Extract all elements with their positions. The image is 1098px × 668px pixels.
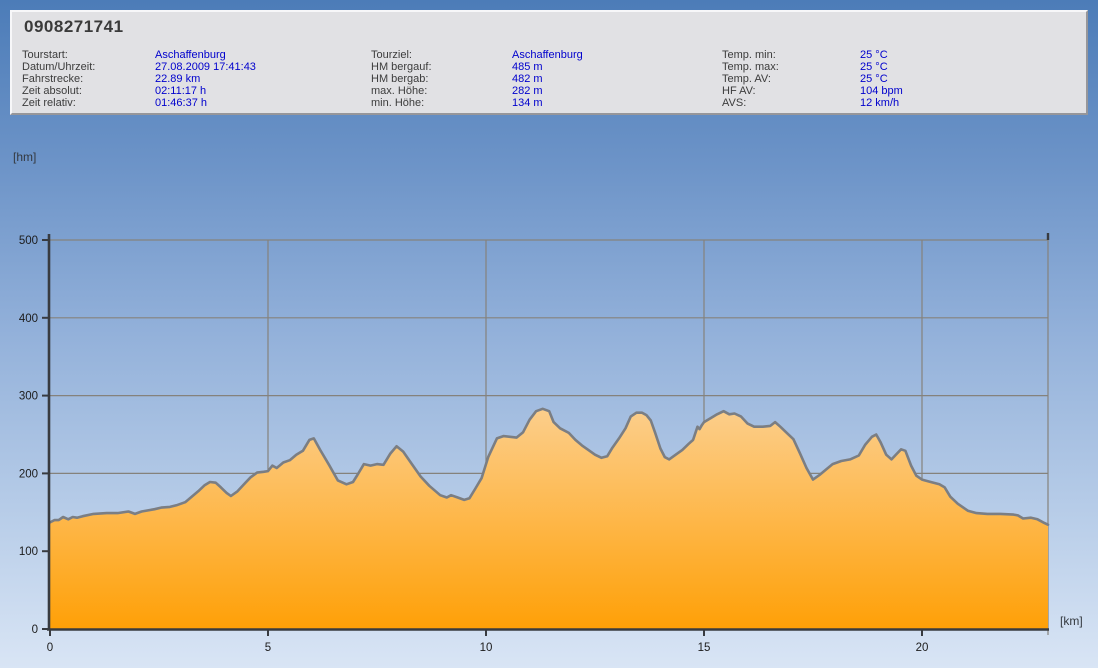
x-tick-label-10: 10 xyxy=(480,642,493,654)
stat-row: max. Höhe: 282 m xyxy=(371,85,583,97)
stat-label: Tourziel: xyxy=(371,49,412,61)
stat-row: Temp. min: 25 °C xyxy=(722,49,903,61)
stat-label: min. Höhe: xyxy=(371,97,425,109)
stat-label: Fahrstrecke: xyxy=(22,73,84,85)
stat-value: 134 m xyxy=(512,97,543,109)
stat-value: Aschaffenburg xyxy=(155,49,226,61)
stat-value: 27.08.2009 17:41:43 xyxy=(155,61,256,73)
stat-label: Temp. min: xyxy=(722,49,776,61)
y-tick-label-500: 500 xyxy=(19,235,38,247)
stat-value: 22.89 km xyxy=(155,73,201,85)
stat-label: Temp. AV: xyxy=(722,73,771,85)
x-tick-label-0: 0 xyxy=(47,642,53,654)
stat-row: Zeit relativ: 01:46:37 h xyxy=(22,97,256,109)
stat-row: Zeit absolut: 02:11:17 h xyxy=(22,85,256,97)
stat-row: Fahrstrecke: 22.89 km xyxy=(22,73,256,85)
stats-column-elevation: Tourziel: Aschaffenburg HM bergauf: 485 m HM… xyxy=(371,49,583,109)
stat-value: 104 bpm xyxy=(860,85,903,97)
x-tick-label-5: 5 xyxy=(265,642,271,654)
area-layer xyxy=(48,407,1050,629)
x-tick-label-15: 15 xyxy=(698,642,711,654)
stat-row: HM bergab: 482 m xyxy=(371,73,583,85)
tick-label-layer: 0 100 200 300 400 500 0 5 10 15 20 xyxy=(19,235,929,654)
stat-value: 25 °C xyxy=(860,73,888,85)
tour-id-title: 0908271741 xyxy=(24,17,124,36)
stat-row: min. Höhe: 134 m xyxy=(371,97,583,109)
stat-label: Zeit absolut: xyxy=(22,85,82,97)
stat-value: Aschaffenburg xyxy=(512,49,583,61)
elevation-area xyxy=(50,408,1048,629)
stat-value: 02:11:17 h xyxy=(155,85,207,97)
stat-row: Tourziel: Aschaffenburg xyxy=(371,49,583,61)
stat-label: Tourstart: xyxy=(22,49,68,61)
stat-label: Zeit relativ: xyxy=(22,97,76,109)
stat-label: HF AV: xyxy=(722,85,756,97)
y-tick-label-200: 200 xyxy=(19,468,38,480)
stat-value: 482 m xyxy=(512,73,543,85)
x-tick-label-20: 20 xyxy=(916,642,929,654)
stat-value: 25 °C xyxy=(860,49,888,61)
stat-row: Tourstart: Aschaffenburg xyxy=(22,49,256,61)
stat-label: HM bergauf: xyxy=(371,61,432,73)
y-tick-label-100: 100 xyxy=(19,546,38,558)
stat-label: HM bergab: xyxy=(371,73,429,85)
y-tick-label-400: 400 xyxy=(19,313,38,325)
stat-label: AVS: xyxy=(722,97,747,109)
stat-row: Temp. max: 25 °C xyxy=(722,61,903,73)
stat-label: max. Höhe: xyxy=(371,85,428,97)
x-axis-unit-label: [km] xyxy=(1060,614,1083,628)
elevation-line xyxy=(48,407,1050,526)
stat-row: AVS: 12 km/h xyxy=(722,97,903,109)
stat-value: 282 m xyxy=(512,85,543,97)
tour-summary-panel: 0908271741 Tourstart: Aschaffenburg Datum/… xyxy=(10,10,1088,115)
stats-column-start: Tourstart: Aschaffenburg Datum/Uhrzeit: 27.… xyxy=(22,49,256,109)
stat-value: 12 km/h xyxy=(860,97,900,109)
y-tick-label-0: 0 xyxy=(32,624,38,636)
stat-row: HF AV: 104 bpm xyxy=(722,85,903,97)
stat-row: Datum/Uhrzeit: 27.08.2009 17:41:43 xyxy=(22,61,256,73)
stat-value: 485 m xyxy=(512,61,543,73)
axis-layer xyxy=(42,233,1050,636)
stat-label: Temp. max: xyxy=(722,61,779,73)
stats-column-temperature: Temp. min: 25 °C Temp. max: 25 °C Temp. AV: 2… xyxy=(722,49,903,109)
y-axis-unit-label: [hm] xyxy=(13,150,37,164)
stat-row: Temp. AV: 25 °C xyxy=(722,73,903,85)
stat-value: 25 °C xyxy=(860,61,888,73)
y-tick-label-300: 300 xyxy=(19,391,38,403)
stat-label: Datum/Uhrzeit: xyxy=(22,61,96,73)
stat-row: HM bergauf: 485 m xyxy=(371,61,583,73)
stat-value: 01:46:37 h xyxy=(155,97,207,109)
